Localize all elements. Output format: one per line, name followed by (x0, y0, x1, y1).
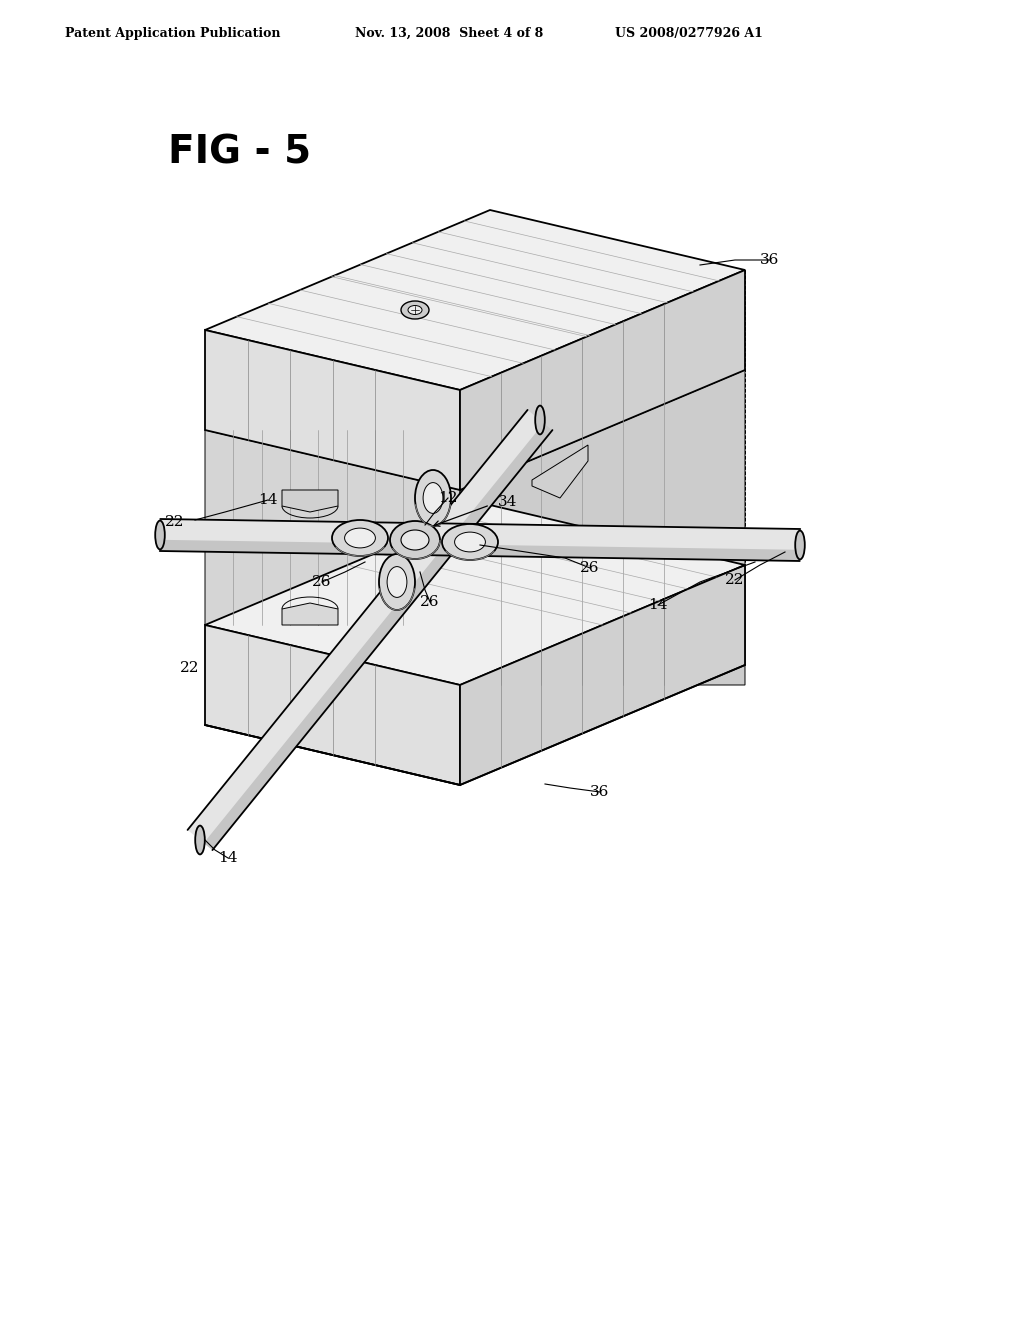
Text: 22: 22 (725, 573, 744, 587)
Text: 22: 22 (165, 515, 184, 529)
Ellipse shape (796, 531, 805, 560)
Text: 14: 14 (258, 492, 278, 507)
Ellipse shape (390, 521, 440, 558)
Text: Nov. 13, 2008  Sheet 4 of 8: Nov. 13, 2008 Sheet 4 of 8 (355, 26, 544, 40)
Ellipse shape (345, 528, 376, 548)
Ellipse shape (332, 520, 388, 556)
Text: 12: 12 (438, 491, 458, 506)
Polygon shape (282, 603, 338, 624)
Polygon shape (460, 370, 745, 685)
Polygon shape (205, 210, 745, 389)
Text: FIG - 5: FIG - 5 (168, 133, 311, 172)
Text: 14: 14 (218, 851, 238, 865)
Text: 36: 36 (590, 785, 609, 799)
Text: 34: 34 (498, 495, 517, 510)
Ellipse shape (415, 470, 451, 525)
Polygon shape (282, 490, 338, 512)
Text: 26: 26 (420, 595, 439, 609)
Polygon shape (205, 330, 460, 490)
Text: 22: 22 (180, 661, 200, 675)
Polygon shape (204, 422, 552, 850)
Polygon shape (532, 445, 588, 498)
Text: 36: 36 (760, 253, 779, 267)
Polygon shape (460, 565, 745, 785)
Ellipse shape (156, 520, 165, 549)
Polygon shape (205, 506, 745, 685)
Polygon shape (160, 519, 800, 561)
Polygon shape (205, 624, 460, 785)
Ellipse shape (455, 532, 485, 552)
Text: Patent Application Publication: Patent Application Publication (65, 26, 281, 40)
Ellipse shape (423, 483, 443, 513)
Ellipse shape (401, 301, 429, 319)
Text: 14: 14 (648, 598, 668, 612)
Text: 26: 26 (581, 561, 600, 576)
Ellipse shape (408, 305, 422, 314)
Polygon shape (160, 540, 800, 561)
Ellipse shape (196, 825, 205, 854)
Polygon shape (205, 430, 460, 624)
Ellipse shape (536, 405, 545, 434)
Ellipse shape (379, 554, 415, 610)
Text: US 2008/0277926 A1: US 2008/0277926 A1 (615, 26, 763, 40)
Ellipse shape (442, 524, 498, 560)
Polygon shape (460, 271, 745, 490)
Ellipse shape (387, 566, 407, 598)
Ellipse shape (401, 531, 429, 550)
Text: 26: 26 (312, 576, 332, 589)
Polygon shape (187, 411, 552, 850)
